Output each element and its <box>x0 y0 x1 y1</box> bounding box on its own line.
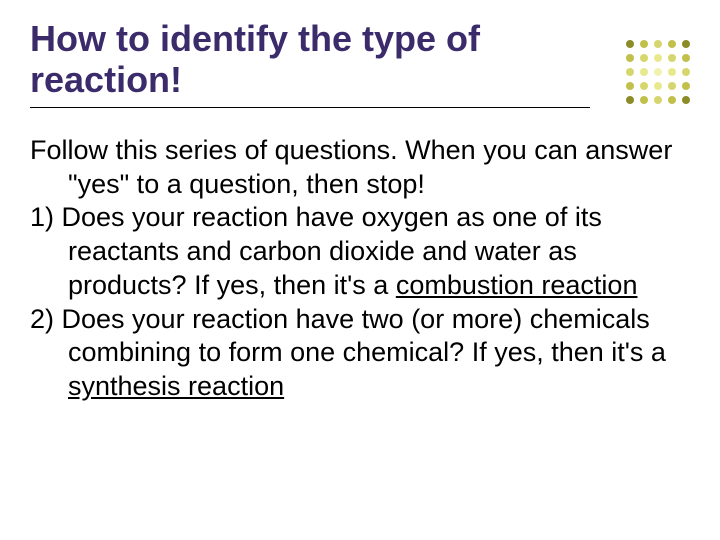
dot-icon <box>640 96 648 104</box>
dot-icon <box>682 54 690 62</box>
dot-icon <box>654 40 662 48</box>
dot-icon <box>640 40 648 48</box>
dot-icon <box>668 68 676 76</box>
dot-icon <box>682 82 690 90</box>
dot-icon <box>640 68 648 76</box>
dot-icon <box>654 54 662 62</box>
dot-icon <box>626 82 634 90</box>
dot-icon <box>654 96 662 104</box>
dot-icon <box>668 40 676 48</box>
item1-term: combustion reaction <box>396 270 638 300</box>
slide: How to identify the type of reaction! Fo… <box>0 0 720 540</box>
dot-icon <box>668 96 676 104</box>
intro-paragraph: Follow this series of questions. When yo… <box>30 134 690 202</box>
item2-text: 2) Does your reaction have two (or more)… <box>30 304 666 368</box>
decorative-dot-grid <box>626 40 692 106</box>
dot-icon <box>626 40 634 48</box>
dot-icon <box>654 68 662 76</box>
item2-term: synthesis reaction <box>68 371 284 401</box>
dot-icon <box>668 54 676 62</box>
dot-icon <box>682 68 690 76</box>
dot-icon <box>626 54 634 62</box>
dot-icon <box>654 82 662 90</box>
list-item-2: 2) Does your reaction have two (or more)… <box>30 303 690 404</box>
dot-icon <box>682 96 690 104</box>
list-item-1: 1) Does your reaction have oxygen as one… <box>30 201 690 302</box>
title-underline <box>30 107 590 108</box>
slide-title: How to identify the type of reaction! <box>30 18 570 101</box>
body-text: Follow this series of questions. When yo… <box>30 134 690 404</box>
dot-icon <box>640 82 648 90</box>
dot-icon <box>626 68 634 76</box>
dot-icon <box>640 54 648 62</box>
dot-icon <box>626 96 634 104</box>
dot-icon <box>668 82 676 90</box>
dot-icon <box>682 40 690 48</box>
